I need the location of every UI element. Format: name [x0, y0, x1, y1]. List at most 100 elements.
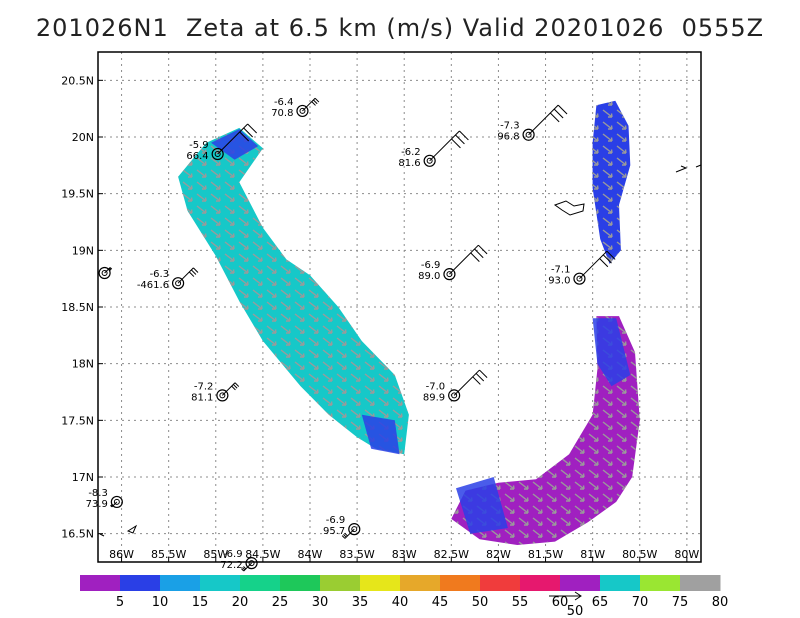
colorbar-swatch — [280, 575, 321, 591]
station-ring — [348, 523, 361, 536]
station-dot — [525, 131, 532, 138]
colorbar-swatch — [360, 575, 401, 591]
station-dot — [214, 151, 221, 157]
wind-vectors — [592, 100, 631, 264]
station-dot — [101, 270, 108, 276]
x-tick-label: 85.5W — [151, 548, 186, 561]
wind-barb-flag — [247, 123, 258, 134]
station-value-top: -7.3 — [500, 121, 520, 132]
wind-barb-flag — [553, 108, 564, 119]
wind-barb-flag — [108, 268, 111, 271]
colorbar-label: 70 — [632, 595, 649, 610]
coastline — [99, 164, 702, 537]
wind-barb-flag — [110, 504, 113, 507]
wind-barb-flag — [243, 566, 247, 570]
wind-barb-flag — [313, 99, 318, 105]
grid — [98, 52, 701, 562]
x-tick-label: 82W — [486, 548, 511, 561]
station-value-top: -7.2 — [194, 381, 214, 392]
colorbar-label: 50 — [472, 595, 489, 610]
station-dot — [426, 157, 433, 164]
station-value-bottom: 81.1 — [191, 392, 213, 403]
wind-barb-staff — [429, 130, 460, 162]
station-value-bottom: -461.6 — [137, 280, 169, 291]
wind-barb-flag — [470, 252, 480, 262]
colorbar-label: 75 — [672, 595, 689, 610]
colorbar-label: 25 — [272, 595, 289, 610]
y-tick-label: 19N — [72, 244, 94, 257]
station-value-bottom: 72.2 — [220, 560, 242, 571]
station-value-top: -6.4 — [274, 97, 294, 108]
wind-barb-staff — [222, 382, 236, 396]
station: -6.470.8 — [271, 97, 320, 119]
wind-barb-flag — [474, 248, 484, 259]
colorbar-label: 30 — [312, 595, 329, 610]
colorbar: 5 10 15 20 25 30 35 40 45 50 55 60 65 70 75 80 50 — [80, 575, 728, 618]
colorbar-label: 45 — [432, 595, 449, 610]
station: -6.995.7 — [323, 515, 361, 539]
station-ring — [296, 104, 309, 118]
wind-barb-flag — [109, 267, 112, 271]
vector-reference-label: 50 — [567, 604, 584, 618]
wind-barb-flag — [188, 271, 195, 277]
station-value-bottom: 81.6 — [398, 158, 420, 169]
wind-barb-flag — [459, 130, 469, 141]
colorbar-label: 15 — [192, 595, 209, 610]
x-tick-label: 82.5W — [434, 548, 469, 561]
wind-barb-staff — [243, 562, 252, 572]
y-tick-label: 18.5N — [61, 301, 94, 314]
wind-barb-flag — [549, 112, 560, 123]
station: -7.089.9 — [423, 369, 488, 403]
x-tick-label: 86W — [109, 548, 134, 561]
wind-barb-flag — [232, 384, 238, 389]
colorbar-label: 60 — [552, 595, 569, 610]
x-tick-label: 80.5W — [622, 548, 657, 561]
station-dot — [113, 498, 120, 505]
station-ring — [448, 389, 461, 402]
echo-accent — [211, 129, 259, 160]
station-value-top: -6.9 — [223, 549, 243, 560]
station-value-bottom: 93.0 — [548, 276, 570, 287]
wind-barb-staff — [528, 104, 559, 136]
x-tick-label: 83.5W — [339, 548, 374, 561]
x-tick-label: 81.5W — [528, 548, 563, 561]
wind-barb-staff — [449, 244, 479, 275]
station-value-top: -6.9 — [421, 260, 441, 271]
wind-barb-flag — [111, 503, 114, 506]
y-tick-label: 19.5N — [61, 188, 94, 201]
station-dot — [576, 275, 583, 282]
station-ring — [573, 272, 586, 285]
wind-barb-flag — [455, 134, 465, 145]
station-dot — [351, 526, 358, 533]
wind-barb-flag — [343, 534, 347, 538]
station-ring — [423, 154, 436, 167]
colorbar-swatch — [80, 575, 121, 591]
wind-barb-staff — [177, 267, 194, 284]
station-ring — [110, 495, 123, 509]
station-value-bottom: 95.7 — [323, 526, 345, 537]
station: -7.396.8 — [497, 104, 568, 143]
chart-title: 201026N1 Zeta at 6.5 km (m/s) Valid 2020… — [35, 14, 765, 42]
station-value-bottom: 89.0 — [418, 271, 440, 282]
wind-barb-staff — [302, 97, 316, 112]
axis-ticks: 86W 85.5W 85W 84.5W 84W 83.5W 83W 82.5W 82W 81.5W… — [61, 74, 699, 562]
colorbar-label: 80 — [712, 595, 729, 610]
arrow-head-icon — [574, 591, 582, 601]
colorbar-swatch — [520, 575, 561, 591]
wind-barb-flag — [190, 269, 197, 275]
colorbar-swatch — [560, 575, 601, 591]
x-tick-label: 80W — [674, 548, 699, 561]
wind-barb-flag — [241, 568, 245, 572]
colorbar-swatch — [160, 575, 201, 591]
station-value-top: -6.3 — [150, 269, 170, 280]
wind-barb-flag — [110, 505, 113, 508]
echo-accent — [456, 477, 508, 534]
station-value-top: -7.1 — [551, 265, 571, 276]
wind-barb-flag — [239, 131, 250, 142]
wind-barb-staff — [217, 123, 249, 155]
wind-barb-flag — [344, 532, 348, 537]
colorbar-swatch — [240, 575, 281, 591]
station-value-bottom: 89.9 — [423, 392, 445, 403]
colorbar-swatch — [600, 575, 641, 591]
